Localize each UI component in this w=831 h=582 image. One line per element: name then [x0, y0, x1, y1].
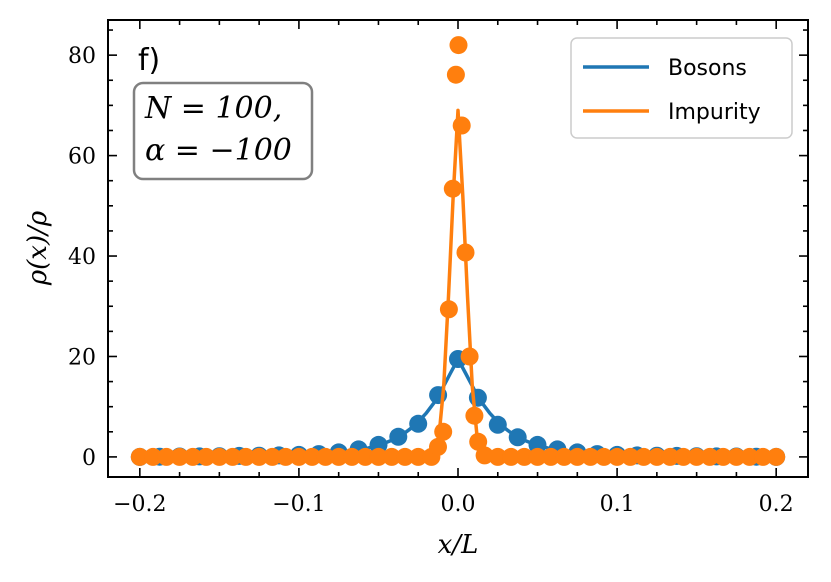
data-point-impurity	[329, 447, 348, 466]
data-point-impurity	[439, 300, 458, 319]
y-tick-label: 0	[82, 446, 96, 471]
data-point-impurity	[714, 447, 733, 466]
data-point-impurity	[754, 447, 772, 466]
panel-label: f)	[138, 43, 160, 78]
x-tick-label: −0.2	[113, 492, 166, 517]
data-point-impurity	[465, 406, 484, 425]
data-point-impurity	[594, 447, 613, 466]
x-tick-label: −0.1	[272, 492, 325, 517]
data-point-impurity	[767, 447, 786, 466]
data-point-impurity	[210, 447, 229, 466]
data-point-impurity	[469, 432, 488, 451]
legend-label-bosons: Bosons	[668, 56, 747, 81]
data-point-impurity	[568, 447, 587, 466]
data-point-bosons	[409, 414, 428, 433]
data-point-impurity	[356, 447, 375, 466]
data-point-impurity	[342, 447, 361, 466]
y-tick-label: 60	[68, 145, 96, 170]
data-point-impurity	[621, 447, 640, 466]
data-point-impurity	[276, 447, 295, 466]
y-axis-label: ρ(x)/ρ	[23, 210, 53, 286]
y-tick-label: 40	[68, 245, 96, 270]
series-line-bosons	[139, 357, 777, 459]
data-point-impurity	[456, 243, 475, 262]
y-tick-label: 80	[68, 44, 96, 69]
data-point-impurity	[434, 422, 453, 441]
x-tick-label: 0.0	[441, 492, 476, 517]
data-point-impurity	[727, 447, 746, 466]
data-point-impurity	[674, 447, 693, 466]
data-point-impurity	[452, 116, 471, 135]
data-point-impurity	[541, 447, 560, 466]
series-impurity	[130, 36, 786, 466]
data-point-impurity	[369, 447, 388, 466]
plot-frame	[107, 19, 809, 478]
data-point-impurity	[289, 447, 308, 466]
data-point-impurity	[502, 447, 520, 466]
data-point-bosons	[488, 415, 507, 434]
data-point-impurity	[608, 447, 627, 466]
data-point-impurity	[647, 447, 666, 466]
data-point-impurity	[183, 447, 202, 466]
data-point-impurity	[515, 447, 534, 466]
data-point-impurity	[223, 447, 242, 466]
data-point-impurity	[460, 347, 479, 366]
data-point-impurity	[581, 447, 600, 466]
legend: Bosons Impurity	[570, 37, 793, 139]
data-point-impurity	[396, 447, 414, 466]
data-point-impurity	[443, 179, 462, 198]
data-point-impurity	[409, 447, 428, 466]
data-point-impurity	[555, 447, 574, 466]
data-point-impurity	[700, 447, 719, 466]
data-point-impurity	[197, 447, 216, 466]
data-point-impurity	[303, 447, 322, 466]
data-point-impurity	[157, 447, 176, 466]
data-point-impurity	[661, 447, 680, 466]
x-axis-label: x/L	[438, 530, 479, 560]
x-tick-label: 0.2	[759, 492, 794, 517]
data-point-impurity	[449, 36, 468, 55]
data-point-impurity	[236, 447, 255, 466]
annotation-line-1: N = 100,	[144, 91, 282, 126]
data-point-bosons	[389, 427, 408, 446]
y-tick-label: 20	[68, 345, 96, 370]
plot-series	[130, 36, 786, 466]
x-tick-label: 0.1	[600, 492, 635, 517]
annotation-line-2: α = −100	[145, 133, 292, 168]
annotation-box: N = 100, α = −100	[132, 81, 314, 181]
data-point-impurity	[475, 446, 494, 465]
tick-labels: −0.2 −0.1 0.0 0.1 0.2 0 20 40 60 80	[68, 44, 794, 517]
data-point-impurity	[144, 447, 162, 466]
data-point-impurity	[528, 447, 547, 466]
data-point-impurity	[446, 65, 465, 84]
data-point-impurity	[263, 447, 282, 466]
data-point-impurity	[130, 447, 149, 466]
data-point-impurity	[740, 447, 759, 466]
data-point-impurity	[170, 447, 189, 466]
data-point-impurity	[250, 447, 269, 466]
data-point-impurity	[316, 447, 335, 466]
legend-label-impurity: Impurity	[668, 100, 761, 125]
data-point-impurity	[429, 437, 447, 456]
data-point-impurity	[382, 447, 401, 466]
data-point-bosons	[508, 428, 527, 447]
data-point-impurity	[488, 447, 507, 466]
data-point-impurity	[687, 447, 706, 466]
data-point-impurity	[634, 447, 653, 466]
series-bosons	[130, 350, 786, 466]
